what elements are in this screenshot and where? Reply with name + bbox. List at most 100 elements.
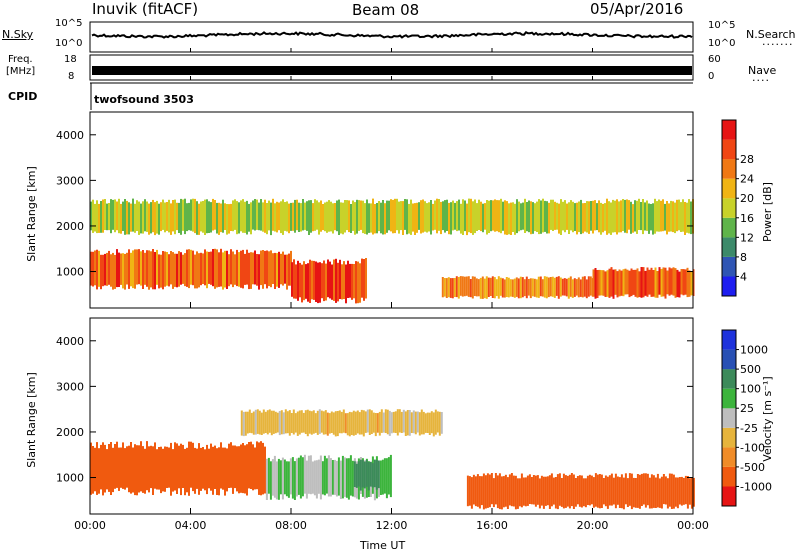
power-cell (622, 269, 625, 297)
velocity-cell (522, 477, 525, 506)
velocity-cell (96, 442, 98, 495)
velocity-cell (668, 473, 671, 507)
power-cell (299, 262, 301, 298)
power-cell (648, 269, 651, 295)
velocity-cell (542, 476, 545, 509)
power-cell (178, 251, 180, 287)
noise-trace (91, 31, 693, 39)
power-cell (286, 201, 288, 232)
velocity-cell (358, 412, 361, 435)
colorbar-frame (721, 329, 737, 507)
velocity-cell (554, 477, 557, 509)
power-cell (282, 199, 284, 235)
velocity-cell (354, 411, 357, 435)
power-cbar-label: Power [dB] (761, 182, 774, 242)
power-cell (516, 199, 518, 234)
power-cell (128, 249, 130, 289)
power-cell (114, 254, 116, 289)
velocity-cell (598, 474, 601, 509)
velocity-cell (325, 458, 328, 494)
velocity-cell (510, 473, 513, 507)
power-cell (250, 202, 252, 235)
freq-label-2: [MHz] (6, 66, 36, 77)
power-cell (658, 199, 660, 232)
power-cell (602, 203, 604, 233)
velocity-cell (375, 459, 378, 490)
power-cell (170, 203, 172, 235)
power-cell (142, 250, 144, 289)
power-cell (558, 203, 560, 234)
velocity-cell (108, 444, 110, 492)
velocity-cell (614, 473, 617, 509)
velocity-cell (606, 476, 609, 509)
power-cell (573, 278, 576, 297)
power-cell (295, 264, 297, 299)
velocity-cell (132, 447, 134, 493)
power-cell (442, 201, 444, 231)
power-cell (212, 198, 214, 231)
velocity-cell (588, 474, 591, 506)
power-cell (553, 277, 556, 298)
power-cell (116, 249, 118, 288)
colorbar-swatch (722, 237, 736, 257)
power-cell (587, 276, 590, 297)
y-tick-label: 3000 (56, 380, 84, 393)
noise-left-label: N.Sky (2, 28, 34, 41)
colorbar-tick-label: 20 (740, 192, 754, 205)
power-cell (120, 253, 122, 285)
power-cell (479, 277, 482, 299)
velocity-cell (656, 473, 659, 508)
velocity-cell (544, 476, 547, 506)
velocity-cell (664, 476, 667, 505)
power-cell (182, 199, 184, 231)
colorbar-swatch (722, 369, 736, 389)
power-cell (224, 250, 226, 288)
velocity-cell (118, 447, 120, 491)
cpid-program: twofsound 3503 (94, 93, 194, 106)
power-cell (614, 269, 617, 295)
power-cell (250, 252, 252, 289)
power-cell (482, 203, 484, 233)
colorbar-swatch (722, 447, 736, 467)
power-cell (242, 249, 244, 289)
velocity-cell (604, 475, 607, 507)
velocity-cell (104, 444, 106, 493)
velocity-cell (106, 449, 108, 490)
velocity-cell (468, 476, 471, 506)
power-cell (319, 262, 321, 303)
velocity-cell (112, 447, 114, 493)
power-cell (612, 269, 615, 299)
power-cell (457, 277, 460, 299)
velocity-cell (652, 475, 655, 508)
power-cell (686, 267, 689, 298)
velocity-cell (258, 442, 260, 495)
power-cell (459, 276, 462, 296)
velocity-cell (228, 443, 230, 488)
y-tick-label: 4000 (56, 129, 84, 142)
power-cell (465, 276, 468, 296)
power-cell (602, 270, 605, 296)
colorbar-swatch (722, 466, 736, 487)
power-cell (688, 270, 691, 297)
velocity-cell (334, 411, 337, 437)
velocity-cell (374, 413, 377, 437)
x-tick-label: 08:00 (275, 519, 307, 532)
power-cell (388, 200, 390, 231)
power-cell (176, 202, 178, 231)
power-cell (626, 199, 628, 234)
power-cell (394, 198, 396, 234)
power-cell (174, 253, 176, 287)
velocity-cell (202, 447, 204, 489)
power-cell (616, 271, 619, 298)
power-cell (560, 199, 562, 235)
power-cell (128, 202, 130, 235)
velocity-cell (622, 477, 625, 510)
power-cell (200, 201, 202, 232)
y-tick-label: 2000 (56, 426, 84, 439)
power-cell (600, 202, 602, 235)
power-cell (400, 201, 402, 231)
velocity-cell (337, 457, 340, 496)
velocity-cell (168, 447, 170, 488)
velocity-cell (100, 444, 102, 490)
velocity-cell (266, 410, 269, 435)
